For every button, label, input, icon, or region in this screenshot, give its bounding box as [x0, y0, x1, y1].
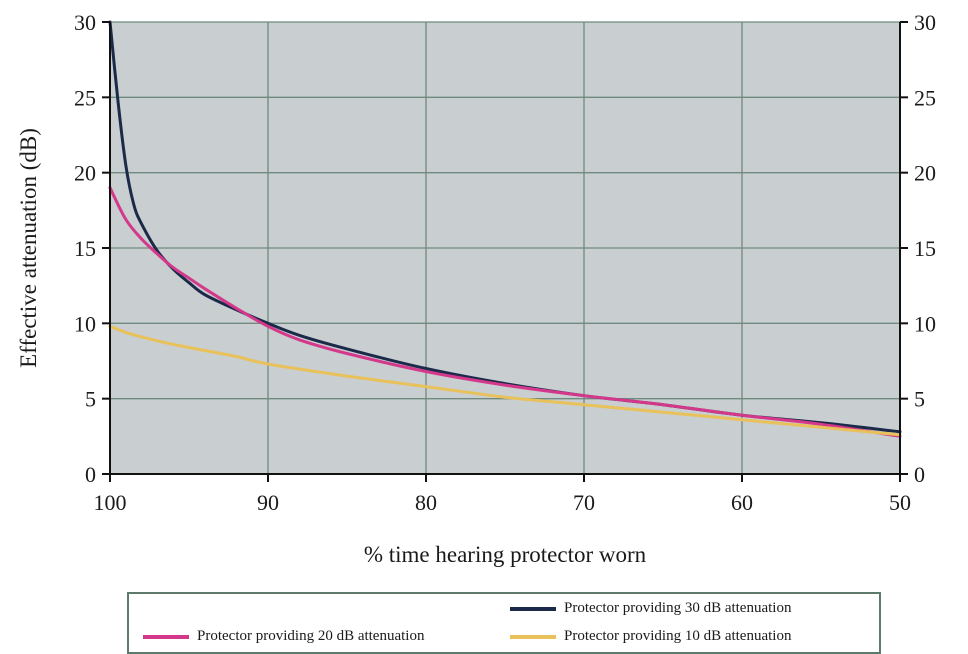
- x-tick-label: 60: [731, 490, 753, 515]
- y-tick-label-right: 30: [914, 10, 936, 35]
- y-tick-label-right: 0: [914, 462, 925, 487]
- y-tick-label-left: 15: [74, 236, 96, 261]
- y-tick-label-left: 0: [85, 462, 96, 487]
- y-tick-label-right: 10: [914, 311, 936, 336]
- x-tick-label: 90: [257, 490, 279, 515]
- y-tick-label-left: 10: [74, 311, 96, 336]
- tick-labels: 0 0 5 5 10 10 15 15 20 20 25 25 30 30 100 90 80 70 60 50: [74, 10, 936, 515]
- legend-swatch-20db: [143, 634, 189, 639]
- x-tick-label: 50: [889, 490, 911, 515]
- legend-label-10db: Protector providing 10 dB attenuation: [564, 628, 792, 644]
- y-tick-label-left: 5: [85, 387, 96, 412]
- series-line-2: [108, 324, 902, 437]
- series-layer: [108, 20, 902, 438]
- legend-swatch-10db: [510, 634, 556, 639]
- y-tick-label-left: 20: [74, 161, 96, 186]
- y-tick-label-left: 30: [74, 10, 96, 35]
- x-tick-label: 100: [94, 490, 127, 515]
- x-tick-label: 70: [573, 490, 595, 515]
- legend-item-10db: Protector providing 10 dB attenuation: [510, 628, 791, 645]
- x-axis-title: % time hearing protector worn: [364, 542, 647, 567]
- y-tick-label-right: 15: [914, 236, 936, 261]
- line-chart: 0 0 5 5 10 10 15 15 20 20 25 25 30 30 100 90 80 70 60 50 % …: [16, 10, 936, 567]
- y-tick-label-left: 25: [74, 85, 96, 110]
- legend-label-30db: Protector providing 30 dB attenuation: [564, 600, 792, 616]
- y-axis-title: Effective attenuation (dB): [16, 128, 41, 368]
- legend-label-20db: Protector providing 20 dB attenuation: [197, 628, 425, 644]
- series-line-1: [108, 186, 902, 438]
- chart-legend: Protector providing 30 dB attenuation Pr…: [127, 592, 881, 654]
- legend-swatch-30db: [510, 606, 556, 611]
- y-tick-label-right: 20: [914, 161, 936, 186]
- x-tick-label: 80: [415, 490, 437, 515]
- legend-item-30db: Protector providing 30 dB attenuation: [510, 600, 791, 617]
- legend-item-20db: Protector providing 20 dB attenuation: [143, 628, 424, 645]
- y-tick-label-right: 5: [914, 387, 925, 412]
- y-tick-label-right: 25: [914, 85, 936, 110]
- axes: [102, 21, 908, 482]
